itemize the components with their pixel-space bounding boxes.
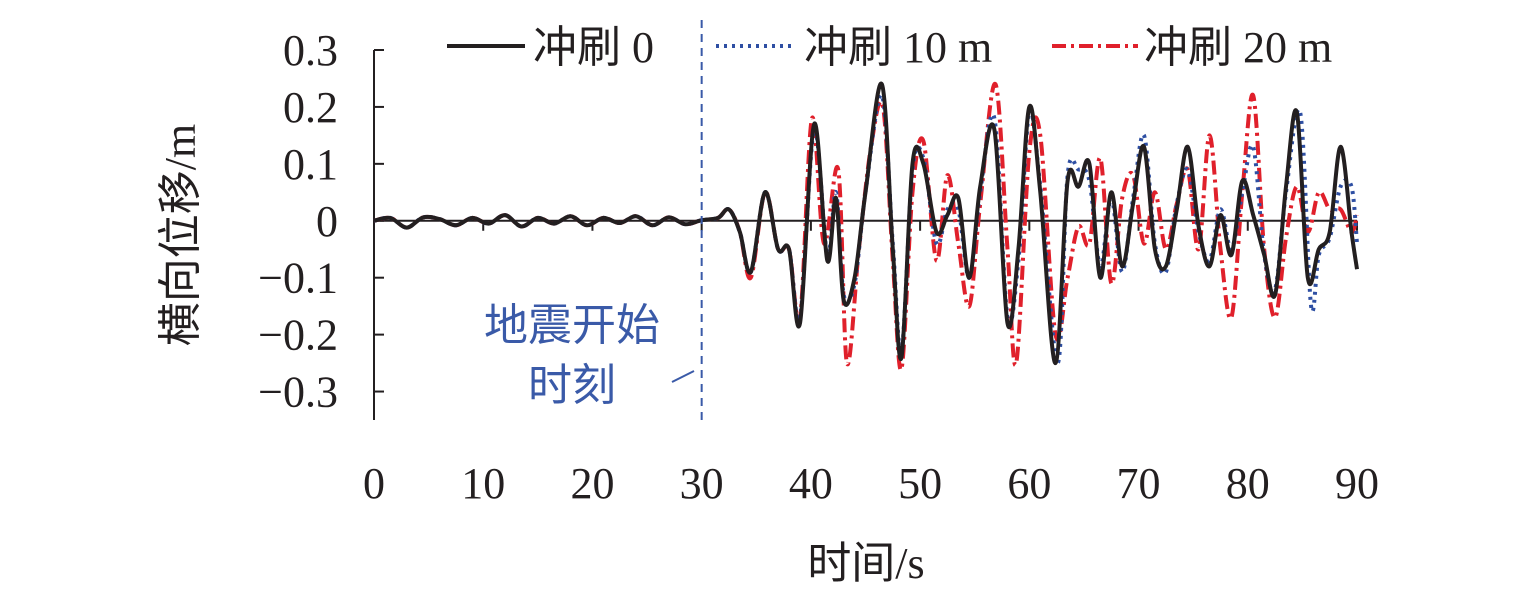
y-tick-label: 0.1 [283,140,338,189]
series-line-scour-10m [373,93,1359,366]
series-layer [373,81,1359,372]
x-tick-label: 70 [1117,459,1161,508]
legend-label: 冲刷 20 m [1144,23,1332,72]
x-tick-label: 20 [570,459,614,508]
x-tick-label: 50 [898,459,942,508]
y-tick-label: −0.3 [258,368,338,417]
y-tick-label: 0.3 [283,26,338,75]
y-tick-label: 0 [316,197,338,246]
legend-label: 冲刷 10 m [804,23,992,72]
series-line-scour-0 [373,81,1359,366]
x-tick-label: 30 [680,459,724,508]
x-tick-label: 60 [1007,459,1051,508]
x-tick-label: 10 [461,459,505,508]
x-tick-label: 40 [789,459,833,508]
annotation-text-line2: 时刻 [528,361,616,410]
legend-label: 冲刷 0 [533,23,654,72]
y-tick-label: −0.2 [258,311,338,360]
annotation-pointer [671,370,695,383]
y-tick-label: 0.2 [283,83,338,132]
legend: 冲刷 0 冲刷 10 m 冲刷 20 m [447,23,1332,72]
y-tick-label: −0.1 [258,254,338,303]
x-tick-label: 90 [1335,459,1379,508]
annotation-text-line1: 地震开始 [484,301,660,350]
x-tick-label: 80 [1226,459,1270,508]
y-axis-title: 横向位移/m [156,124,205,346]
x-tick-label: 0 [363,459,385,508]
axes: 0.3 0.2 0.1 0 −0.1 −0.2 −0.3 0 10 20 30 40 50 60 70 80 9… [156,26,1379,588]
x-axis-title: 时间/s [807,539,924,588]
